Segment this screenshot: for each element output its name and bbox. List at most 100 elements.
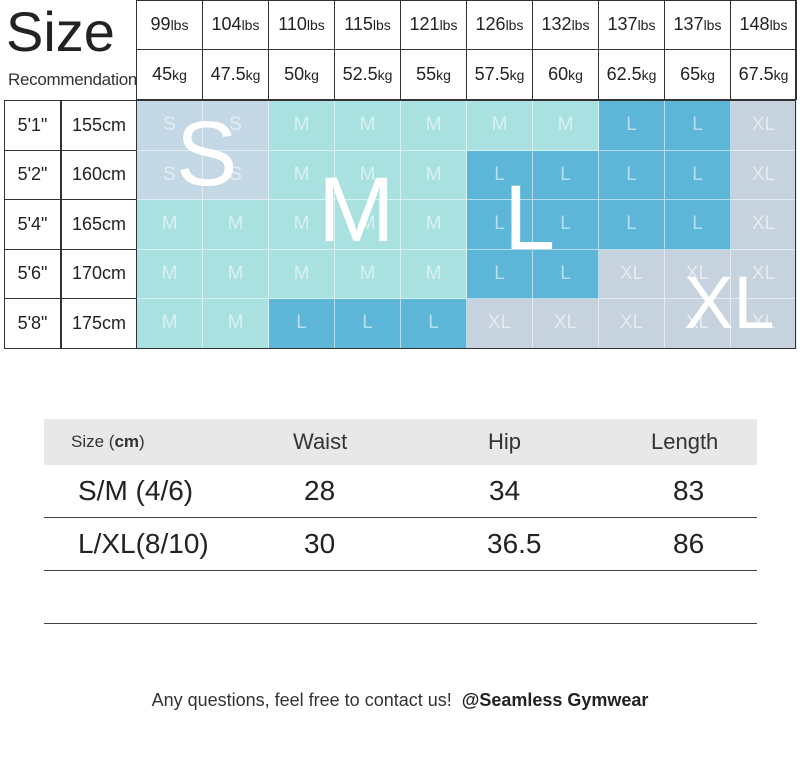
frame-divider-h bbox=[4, 100, 796, 101]
table-row-empty bbox=[44, 571, 757, 624]
size-cell: M bbox=[401, 150, 467, 200]
height-cm-header: 165cm bbox=[61, 200, 137, 250]
footer-brand[interactable]: @Seamless Gymwear bbox=[461, 690, 649, 710]
size-cell: M bbox=[203, 299, 269, 349]
size-cell: M bbox=[401, 200, 467, 250]
height-cm-header: 170cm bbox=[61, 249, 137, 299]
weight-lbs-header: 104 lbs bbox=[203, 0, 269, 50]
row-size: L/XL(8/10) bbox=[78, 528, 209, 559]
weight-lbs-value: 110 bbox=[278, 14, 307, 34]
height-ft-header: 5'6" bbox=[5, 249, 61, 299]
weight-kg-value: 67.5 bbox=[738, 64, 774, 84]
weight-lbs-value: 104 bbox=[211, 14, 242, 34]
height-ft-header: 5'2" bbox=[5, 150, 61, 200]
size-cell: L bbox=[533, 200, 599, 250]
size-cell: M bbox=[335, 200, 401, 250]
row-length: 83 bbox=[673, 475, 705, 506]
weight-kg-value: 57.5 bbox=[474, 64, 510, 84]
weight-unit: lbs bbox=[306, 16, 325, 33]
weight-kg-header: 50 kg bbox=[269, 50, 335, 100]
size-cell: M bbox=[137, 249, 203, 299]
weight-unit: kg bbox=[641, 66, 657, 83]
row-hip: 34 bbox=[489, 475, 521, 506]
weight-kg-header: 67.5 kg bbox=[731, 50, 797, 100]
size-cell: S bbox=[137, 150, 203, 200]
weight-lbs-header: 148 lbs bbox=[731, 0, 797, 50]
chart-subtitle: Recommendation bbox=[8, 70, 138, 89]
size-cell: L bbox=[269, 299, 335, 349]
weight-lbs-header: 137 lbs bbox=[599, 0, 665, 50]
weight-unit: lbs bbox=[170, 16, 189, 33]
size-cell: L bbox=[533, 249, 599, 299]
weight-unit: lbs bbox=[505, 16, 524, 33]
weight-kg-value: 45 bbox=[152, 64, 173, 84]
weight-lbs-header: 137 lbs bbox=[665, 0, 731, 50]
frame-divider-v bbox=[136, 0, 137, 348]
measurement-header-row: Size (cm) Waist Hip Length bbox=[44, 419, 757, 465]
weight-lbs-value: 137 bbox=[607, 14, 638, 34]
size-cell: M bbox=[137, 200, 203, 250]
table-row: S/M (4/6) 28 34 83 bbox=[44, 465, 757, 518]
size-cell: M bbox=[137, 299, 203, 349]
weight-lbs-value: 99 bbox=[150, 14, 171, 34]
weight-lbs-header: 99 lbs bbox=[137, 0, 203, 50]
size-cell: L bbox=[599, 200, 665, 250]
size-cell: XL bbox=[731, 299, 797, 349]
size-cell: XL bbox=[467, 299, 533, 349]
height-ft-header: 5'8" bbox=[5, 299, 61, 349]
size-cell: M bbox=[401, 249, 467, 299]
row-length: 86 bbox=[673, 528, 705, 559]
weight-lbs-value: 115 bbox=[344, 14, 373, 34]
weight-kg-value: 47.5 bbox=[210, 64, 246, 84]
weight-lbs-header: 132 lbs bbox=[533, 0, 599, 50]
weight-lbs-value: 126 bbox=[475, 14, 506, 34]
weight-kg-header: 47.5 kg bbox=[203, 50, 269, 100]
weight-unit: kg bbox=[568, 66, 583, 83]
size-cell: L bbox=[467, 150, 533, 200]
size-cell: M bbox=[269, 249, 335, 299]
header-size: Size (cm) bbox=[71, 419, 145, 465]
weight-unit: lbs bbox=[241, 16, 260, 33]
size-cell: L bbox=[467, 200, 533, 250]
height-cm-header: 175cm bbox=[61, 299, 137, 349]
weight-kg-value: 60 bbox=[548, 64, 569, 84]
height-cm-header: 155cm bbox=[61, 101, 137, 151]
size-cell: XL bbox=[665, 299, 731, 349]
weight-unit: kg bbox=[172, 66, 187, 83]
row-waist: 30 bbox=[304, 528, 336, 559]
weight-unit: kg bbox=[436, 66, 451, 83]
size-cell: L bbox=[665, 150, 731, 200]
weight-kg-value: 62.5 bbox=[606, 64, 642, 84]
weight-unit: kg bbox=[245, 66, 261, 83]
weight-kg-header: 62.5 kg bbox=[599, 50, 665, 100]
weight-lbs-value: 137 bbox=[673, 14, 704, 34]
size-cell: L bbox=[335, 299, 401, 349]
weight-unit: kg bbox=[700, 66, 715, 83]
weight-kg-header: 57.5 kg bbox=[467, 50, 533, 100]
weight-unit: lbs bbox=[769, 16, 788, 33]
frame-top bbox=[136, 0, 796, 1]
header-length: Length bbox=[651, 429, 719, 454]
weight-unit: kg bbox=[773, 66, 789, 83]
size-cell: L bbox=[665, 101, 731, 151]
weight-kg-value: 50 bbox=[284, 64, 305, 84]
size-cell: M bbox=[467, 101, 533, 151]
header-size-unit: cm bbox=[114, 432, 140, 451]
size-chart: Size Recommendation 99 lbs 45 kg 104 lbs 47.5 k… bbox=[0, 0, 800, 352]
weight-unit: kg bbox=[509, 66, 525, 83]
size-cell: XL bbox=[731, 150, 797, 200]
footer: Any questions, feel free to contact us! … bbox=[0, 690, 800, 711]
weight-kg-header: 60 kg bbox=[533, 50, 599, 100]
weight-lbs-value: 132 bbox=[541, 14, 572, 34]
weight-kg-value: 55 bbox=[416, 64, 437, 84]
size-cell: M bbox=[269, 101, 335, 151]
height-ft-header: 5'1" bbox=[5, 101, 61, 151]
size-cell: S bbox=[137, 101, 203, 151]
row-size: S/M (4/6) bbox=[78, 475, 194, 506]
weight-unit: lbs bbox=[703, 16, 722, 33]
size-cell: M bbox=[335, 101, 401, 151]
chart-title: Size bbox=[6, 0, 115, 63]
header-size-suffix: ) bbox=[139, 432, 145, 451]
size-cell: XL bbox=[533, 299, 599, 349]
size-cell: S bbox=[203, 150, 269, 200]
